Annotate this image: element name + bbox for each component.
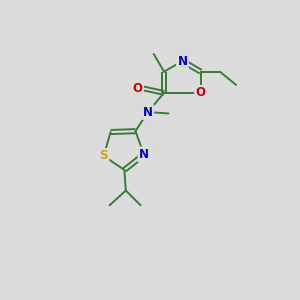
Text: O: O [196,86,206,99]
Text: N: N [177,55,188,68]
Text: N: N [139,148,149,161]
Text: S: S [99,149,108,163]
Text: O: O [133,82,142,95]
Text: N: N [143,106,153,118]
